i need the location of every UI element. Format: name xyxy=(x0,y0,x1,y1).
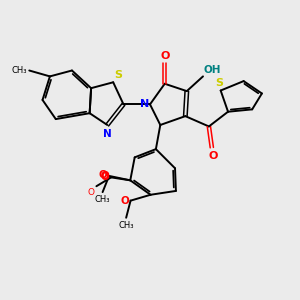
Text: O: O xyxy=(120,196,129,206)
Text: O: O xyxy=(88,188,95,197)
Text: N: N xyxy=(140,99,149,110)
Text: O: O xyxy=(100,172,109,182)
Text: CH₃: CH₃ xyxy=(95,195,110,204)
Text: N: N xyxy=(103,128,112,139)
Text: O: O xyxy=(101,171,110,181)
Text: S: S xyxy=(115,70,123,80)
Text: O: O xyxy=(208,151,218,160)
Text: CH₃: CH₃ xyxy=(118,221,134,230)
Text: O: O xyxy=(160,51,169,61)
Text: OH: OH xyxy=(204,65,221,75)
Text: O: O xyxy=(99,170,107,180)
Text: S: S xyxy=(215,78,223,88)
Text: CH₃: CH₃ xyxy=(11,66,27,75)
